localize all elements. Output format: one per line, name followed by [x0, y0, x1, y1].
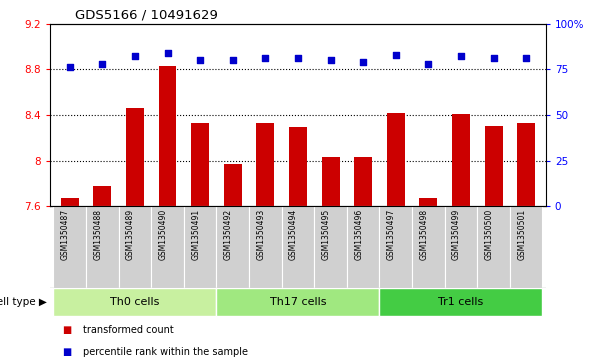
Bar	[54, 206, 86, 288]
Bar	[484, 126, 503, 363]
Point	[130, 54, 140, 60]
Point	[97, 61, 107, 67]
Bar	[119, 206, 151, 288]
Point	[359, 59, 368, 65]
Text: Tr1 cells: Tr1 cells	[438, 297, 484, 307]
Bar	[412, 206, 445, 288]
Bar	[347, 206, 379, 288]
Bar	[61, 198, 78, 363]
Bar	[93, 185, 112, 363]
Bar	[151, 206, 184, 288]
Text: cell type ▶: cell type ▶	[0, 297, 47, 307]
Bar	[517, 123, 535, 363]
Text: GSM1350490: GSM1350490	[159, 209, 168, 260]
Point	[228, 57, 237, 63]
Text: GSM1350497: GSM1350497	[387, 209, 396, 260]
Text: ■: ■	[62, 325, 71, 335]
Point	[163, 50, 172, 56]
Bar	[510, 206, 542, 288]
Bar	[445, 206, 477, 288]
Bar	[159, 66, 176, 363]
Text: GSM1350492: GSM1350492	[224, 209, 232, 260]
Text: GSM1350491: GSM1350491	[191, 209, 200, 260]
Text: GSM1350500: GSM1350500	[484, 209, 494, 260]
Bar	[257, 123, 274, 363]
Bar	[224, 164, 242, 363]
Text: GSM1350495: GSM1350495	[322, 209, 330, 260]
Bar	[452, 114, 470, 363]
Text: percentile rank within the sample: percentile rank within the sample	[83, 347, 248, 357]
Bar	[249, 206, 281, 288]
Text: GSM1350499: GSM1350499	[452, 209, 461, 260]
Bar	[126, 108, 144, 363]
Bar	[477, 206, 510, 288]
Text: GSM1350501: GSM1350501	[517, 209, 526, 260]
Bar	[387, 113, 405, 363]
Point	[195, 57, 205, 63]
Text: GSM1350488: GSM1350488	[93, 209, 102, 260]
Bar	[314, 206, 347, 288]
Text: GDS5166 / 10491629: GDS5166 / 10491629	[75, 8, 218, 21]
Point	[456, 54, 466, 60]
Text: GSM1350489: GSM1350489	[126, 209, 135, 260]
Bar	[191, 123, 209, 363]
Bar	[217, 206, 249, 288]
Point	[424, 61, 433, 67]
Text: GSM1350487: GSM1350487	[61, 209, 70, 260]
Bar	[281, 206, 314, 288]
Text: GSM1350493: GSM1350493	[256, 209, 266, 260]
Text: transformed count: transformed count	[83, 325, 173, 335]
Text: GSM1350494: GSM1350494	[289, 209, 298, 260]
Bar	[379, 206, 412, 288]
Point	[326, 57, 335, 63]
Bar	[217, 288, 379, 316]
Text: Th0 cells: Th0 cells	[110, 297, 160, 307]
Bar	[54, 288, 217, 316]
Point	[522, 56, 531, 61]
Bar	[419, 198, 437, 363]
Point	[261, 56, 270, 61]
Text: Th17 cells: Th17 cells	[270, 297, 326, 307]
Point	[489, 56, 499, 61]
Bar	[322, 157, 339, 363]
Bar	[354, 157, 372, 363]
Point	[293, 56, 303, 61]
Point	[65, 65, 74, 70]
Text: GSM1350496: GSM1350496	[354, 209, 363, 260]
Bar	[379, 288, 542, 316]
Bar	[86, 206, 119, 288]
Text: ■: ■	[62, 347, 71, 357]
Bar	[289, 127, 307, 363]
Text: GSM1350498: GSM1350498	[419, 209, 428, 260]
Bar	[184, 206, 217, 288]
Point	[391, 52, 401, 58]
